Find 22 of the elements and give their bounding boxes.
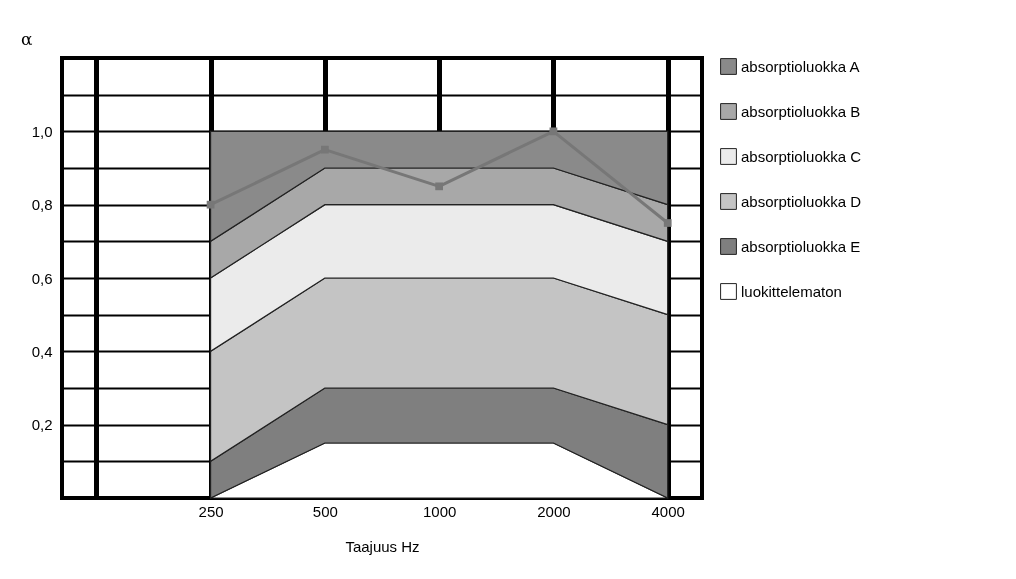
legend-label: absorptioluokka A xyxy=(741,57,860,75)
legend-label: luokittelematon xyxy=(741,282,842,300)
x-tick-label: 2000 xyxy=(537,502,571,520)
y-tick-label: 0,2 xyxy=(31,416,53,434)
point xyxy=(435,182,444,191)
legend-label: absorptioluokka D xyxy=(741,192,862,210)
point xyxy=(663,219,672,227)
y-tick-label: 0,6 xyxy=(31,269,53,287)
x-tick-label: 250 xyxy=(198,502,224,520)
legend-label: absorptioluokka C xyxy=(741,147,862,165)
y-tick-label: 1,0 xyxy=(31,122,53,140)
x-tick-label: 1000 xyxy=(422,502,457,520)
x-tick-label: 4000 xyxy=(651,502,685,520)
legend-label: absorptioluokka B xyxy=(741,102,861,120)
point xyxy=(206,200,215,209)
y-tick-label: 0,8 xyxy=(31,196,53,214)
x-tick-label: 500 xyxy=(312,502,338,520)
legend-label: absorptioluokka E xyxy=(741,237,861,255)
y-axis-title: α xyxy=(21,28,34,49)
x-axis-title: Taajuus Hz xyxy=(345,537,420,555)
point xyxy=(549,127,558,136)
y-tick-label: 0,4 xyxy=(31,342,53,360)
